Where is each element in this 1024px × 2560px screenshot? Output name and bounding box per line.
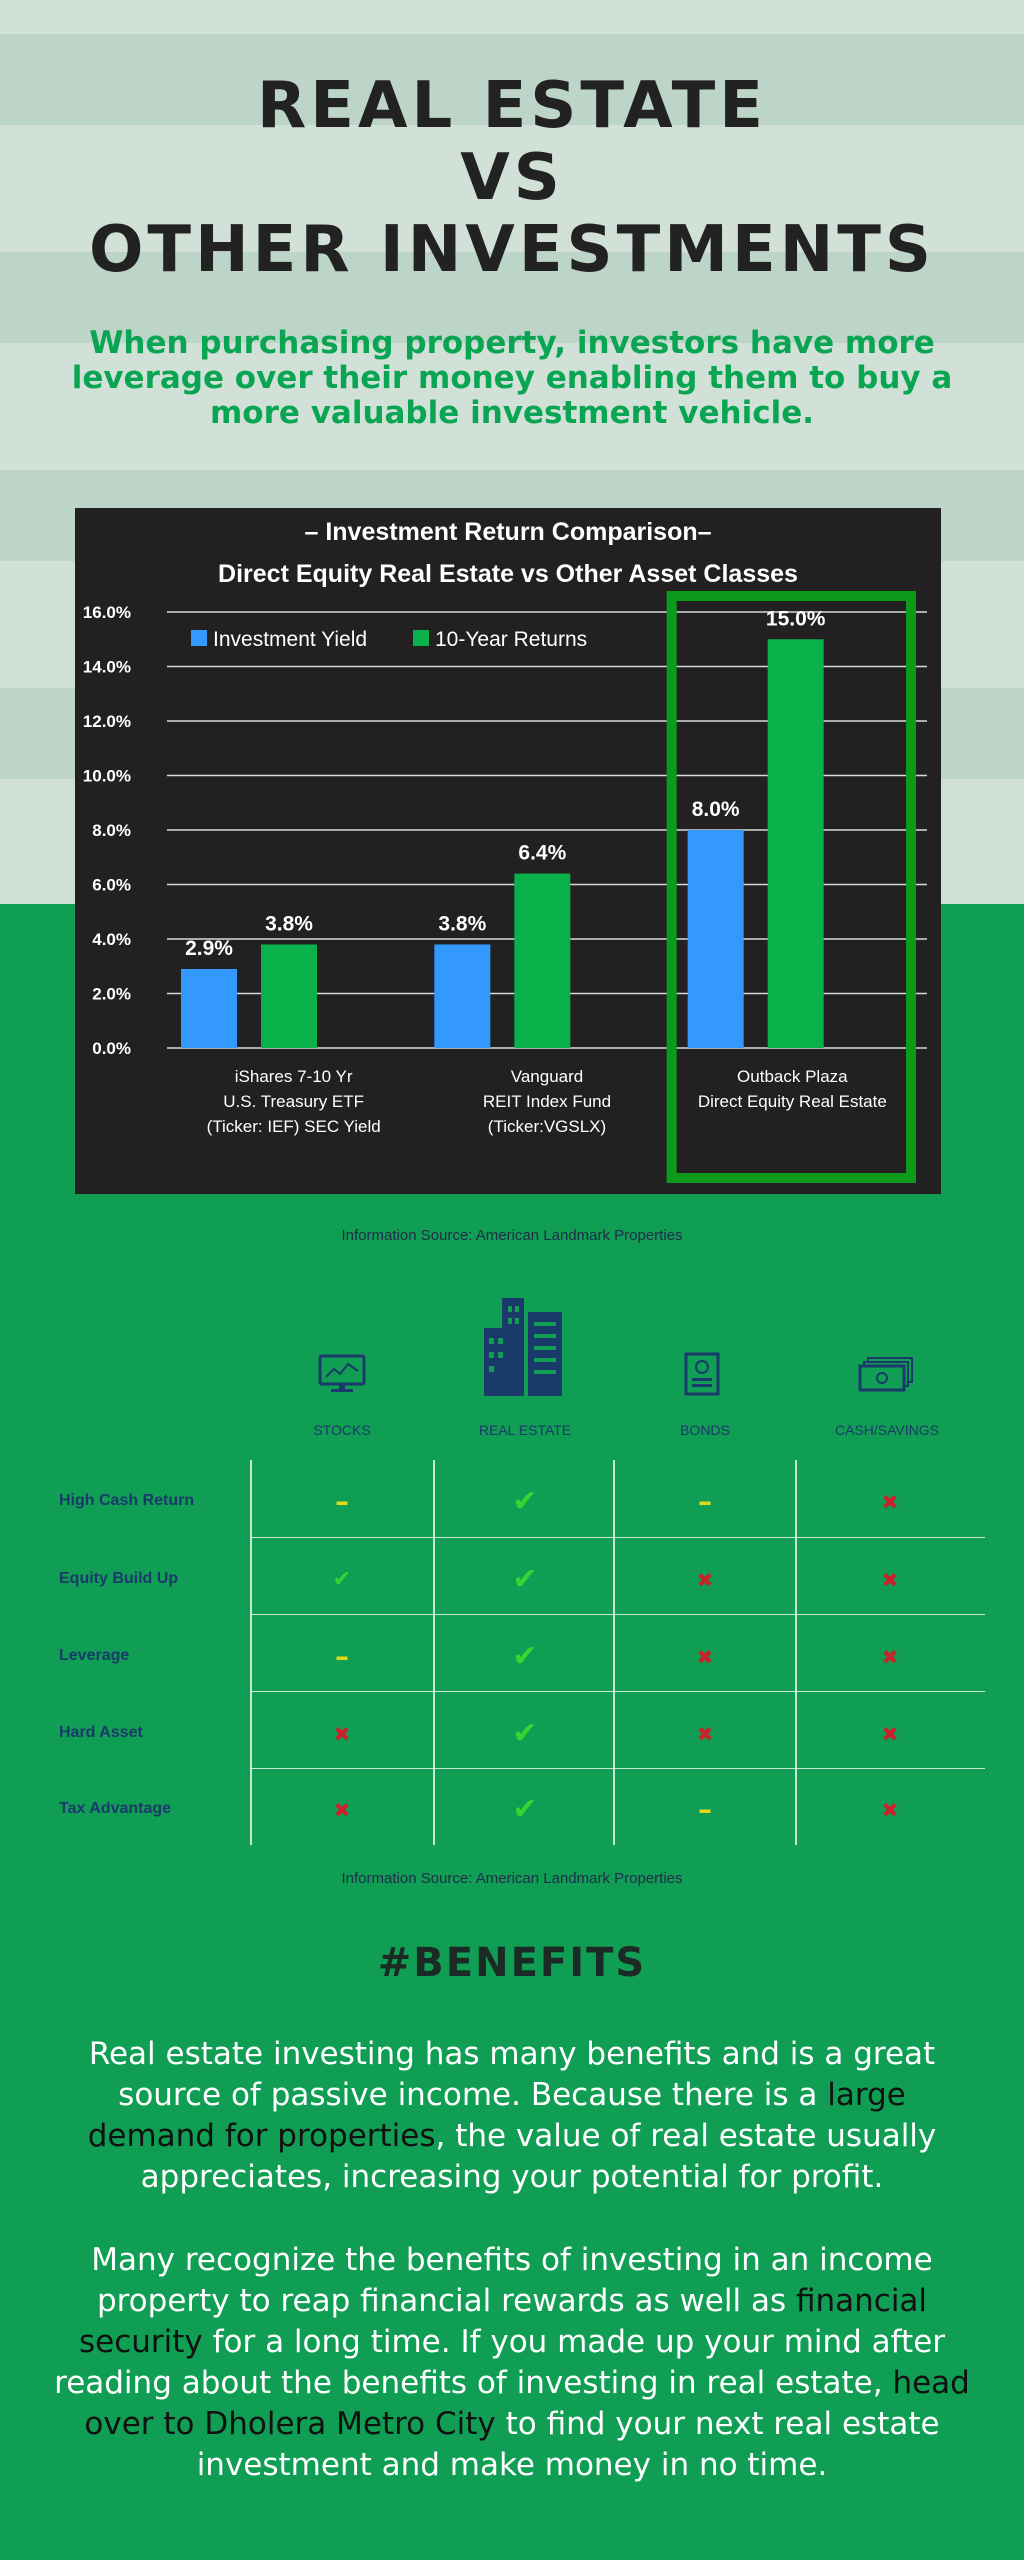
check-icon: ✔ <box>512 1792 538 1827</box>
y-tick-label: 14.0% <box>83 658 131 677</box>
table-divider-horizontal <box>250 1537 985 1538</box>
cross-icon: ✖ <box>333 1798 351 1822</box>
table-divider-horizontal <box>250 1614 985 1615</box>
dholera-metro-city-link[interactable]: head over to Dholera Metro City <box>84 2365 970 2442</box>
data-label: 3.8% <box>438 912 486 935</box>
chart-source-note: Information Source: American Landmark Pr… <box>341 1227 683 1244</box>
large-demand-link[interactable]: large demand for properties <box>87 2077 906 2154</box>
legend-label-ten-year-returns: 10-Year Returns <box>435 628 587 651</box>
chart-title-line-1: – Investment Return Comparison– <box>304 518 711 546</box>
cross-icon: ✖ <box>881 1798 899 1822</box>
y-tick-label: 8.0% <box>92 821 131 840</box>
check-icon: ✔ <box>332 1567 352 1592</box>
table-divider-vertical <box>433 1460 435 1845</box>
benefits-heading: #BENEFITS <box>377 1940 647 1986</box>
chart-svg: – Investment Return Comparison– Direct Eq… <box>83 518 927 1183</box>
x-category-label: Outback Plaza <box>737 1067 848 1086</box>
dash-icon: – <box>335 1640 349 1673</box>
x-category-label: iShares 7-10 Yr <box>235 1067 353 1086</box>
legend-label-investment-yield: Investment Yield <box>213 628 367 651</box>
y-tick-label: 6.0% <box>92 876 131 895</box>
bond-certificate-icon <box>684 1352 720 1400</box>
title-line-3: OTHER INVESTMENTS <box>89 213 935 287</box>
row-label-equity-build-up: Equity Build Up <box>59 1570 179 1587</box>
row-label-tax-advantage: Tax Advantage <box>59 1800 172 1817</box>
cross-icon: ✖ <box>881 1490 899 1514</box>
benefits-p2-text-end: to find your next real estate investment… <box>196 2406 940 2483</box>
y-tick-label: 0.0% <box>92 1039 131 1058</box>
financial-security-link[interactable]: financial security <box>78 2283 928 2360</box>
investment-return-chart: – Investment Return Comparison– Direct Eq… <box>75 508 941 1194</box>
bar-ten-year-returns <box>514 873 571 1048</box>
table-source-note: Information Source: American Landmark Pr… <box>341 1870 683 1887</box>
benefits-paragraph-1: Real estate investing has many benefits … <box>50 2034 974 2198</box>
cash-bills-icon <box>858 1356 916 1396</box>
check-icon: ✔ <box>512 1562 538 1597</box>
y-tick-label: 12.0% <box>83 712 131 731</box>
table-divider-vertical <box>613 1460 615 1845</box>
x-category-label: U.S. Treasury ETF <box>223 1092 364 1111</box>
data-label: 2.9% <box>185 937 233 960</box>
data-label: 15.0% <box>766 607 826 630</box>
column-header-bonds: BONDS <box>680 1422 730 1438</box>
column-header-cash-savings: CASH/SAVINGS <box>835 1422 939 1438</box>
row-label-high-cash-return: High Cash Return <box>59 1492 195 1509</box>
x-category-label: Direct Equity Real Estate <box>698 1092 887 1111</box>
title-line-1: REAL ESTATE <box>256 69 768 143</box>
check-icon: ✔ <box>512 1639 538 1674</box>
row-label-leverage: Leverage <box>59 1647 130 1664</box>
benefits-p2-text-mid: for a long time. If you made up your min… <box>54 2324 946 2401</box>
subtitle: When purchasing property, investors have… <box>71 325 953 431</box>
benefits-p1-text-end: , the value of real estate usually appre… <box>140 2118 937 2195</box>
data-label: 8.0% <box>692 798 740 821</box>
stock-chart-monitor-icon <box>317 1354 367 1398</box>
cross-icon: ✖ <box>881 1722 899 1746</box>
x-category-label: Vanguard <box>511 1067 583 1086</box>
chart-title-line-2: Direct Equity Real Estate vs Other Asset… <box>218 560 798 588</box>
legend-swatch-ten-year-returns <box>413 630 429 646</box>
cross-icon: ✖ <box>881 1645 899 1669</box>
table-divider-vertical <box>250 1460 252 1845</box>
bar-investment-yield <box>687 830 744 1048</box>
benefits-p2-text: Many recognize the benefits of investing… <box>91 2242 933 2319</box>
bar-investment-yield <box>434 944 491 1048</box>
page-title: REAL ESTATE VS OTHER INVESTMENTS <box>0 70 1024 286</box>
column-header-stocks: STOCKS <box>313 1422 371 1438</box>
column-header-real-estate: REAL ESTATE <box>478 1422 572 1438</box>
bar-investment-yield <box>181 968 237 1048</box>
data-label: 3.8% <box>265 912 313 935</box>
dash-icon: – <box>698 1793 712 1826</box>
legend-swatch-investment-yield <box>191 630 207 646</box>
y-tick-label: 16.0% <box>83 603 131 622</box>
y-tick-label: 4.0% <box>92 930 131 949</box>
dash-icon: – <box>335 1485 349 1518</box>
highlight-box <box>666 591 917 1183</box>
table-divider-horizontal <box>250 1768 985 1769</box>
check-icon: ✔ <box>512 1484 538 1519</box>
data-label: 6.4% <box>518 842 566 865</box>
dash-icon: – <box>698 1485 712 1518</box>
cross-icon: ✖ <box>696 1645 714 1669</box>
x-category-label: (Ticker:VGSLX) <box>488 1117 606 1136</box>
benefits-paragraph-2: Many recognize the benefits of investing… <box>50 2240 974 2486</box>
cross-icon: ✖ <box>881 1568 899 1592</box>
cross-icon: ✖ <box>333 1722 351 1746</box>
cross-icon: ✖ <box>696 1722 714 1746</box>
table-divider-vertical <box>795 1460 797 1845</box>
bar-ten-year-returns <box>767 639 824 1048</box>
bar-ten-year-returns <box>261 944 317 1048</box>
benefits-p1-text: Real estate investing has many benefits … <box>88 2036 936 2113</box>
y-tick-label: 2.0% <box>92 985 131 1004</box>
x-category-label: (Ticker: IEF) SEC Yield <box>207 1117 381 1136</box>
cross-icon: ✖ <box>696 1568 714 1592</box>
buildings-icon <box>484 1298 564 1400</box>
y-tick-label: 10.0% <box>83 767 131 786</box>
x-category-label: REIT Index Fund <box>483 1092 611 1111</box>
row-label-hard-asset: Hard Asset <box>59 1724 143 1741</box>
table-divider-horizontal <box>250 1691 985 1692</box>
title-line-2: VS <box>460 141 564 215</box>
check-icon: ✔ <box>512 1716 538 1751</box>
